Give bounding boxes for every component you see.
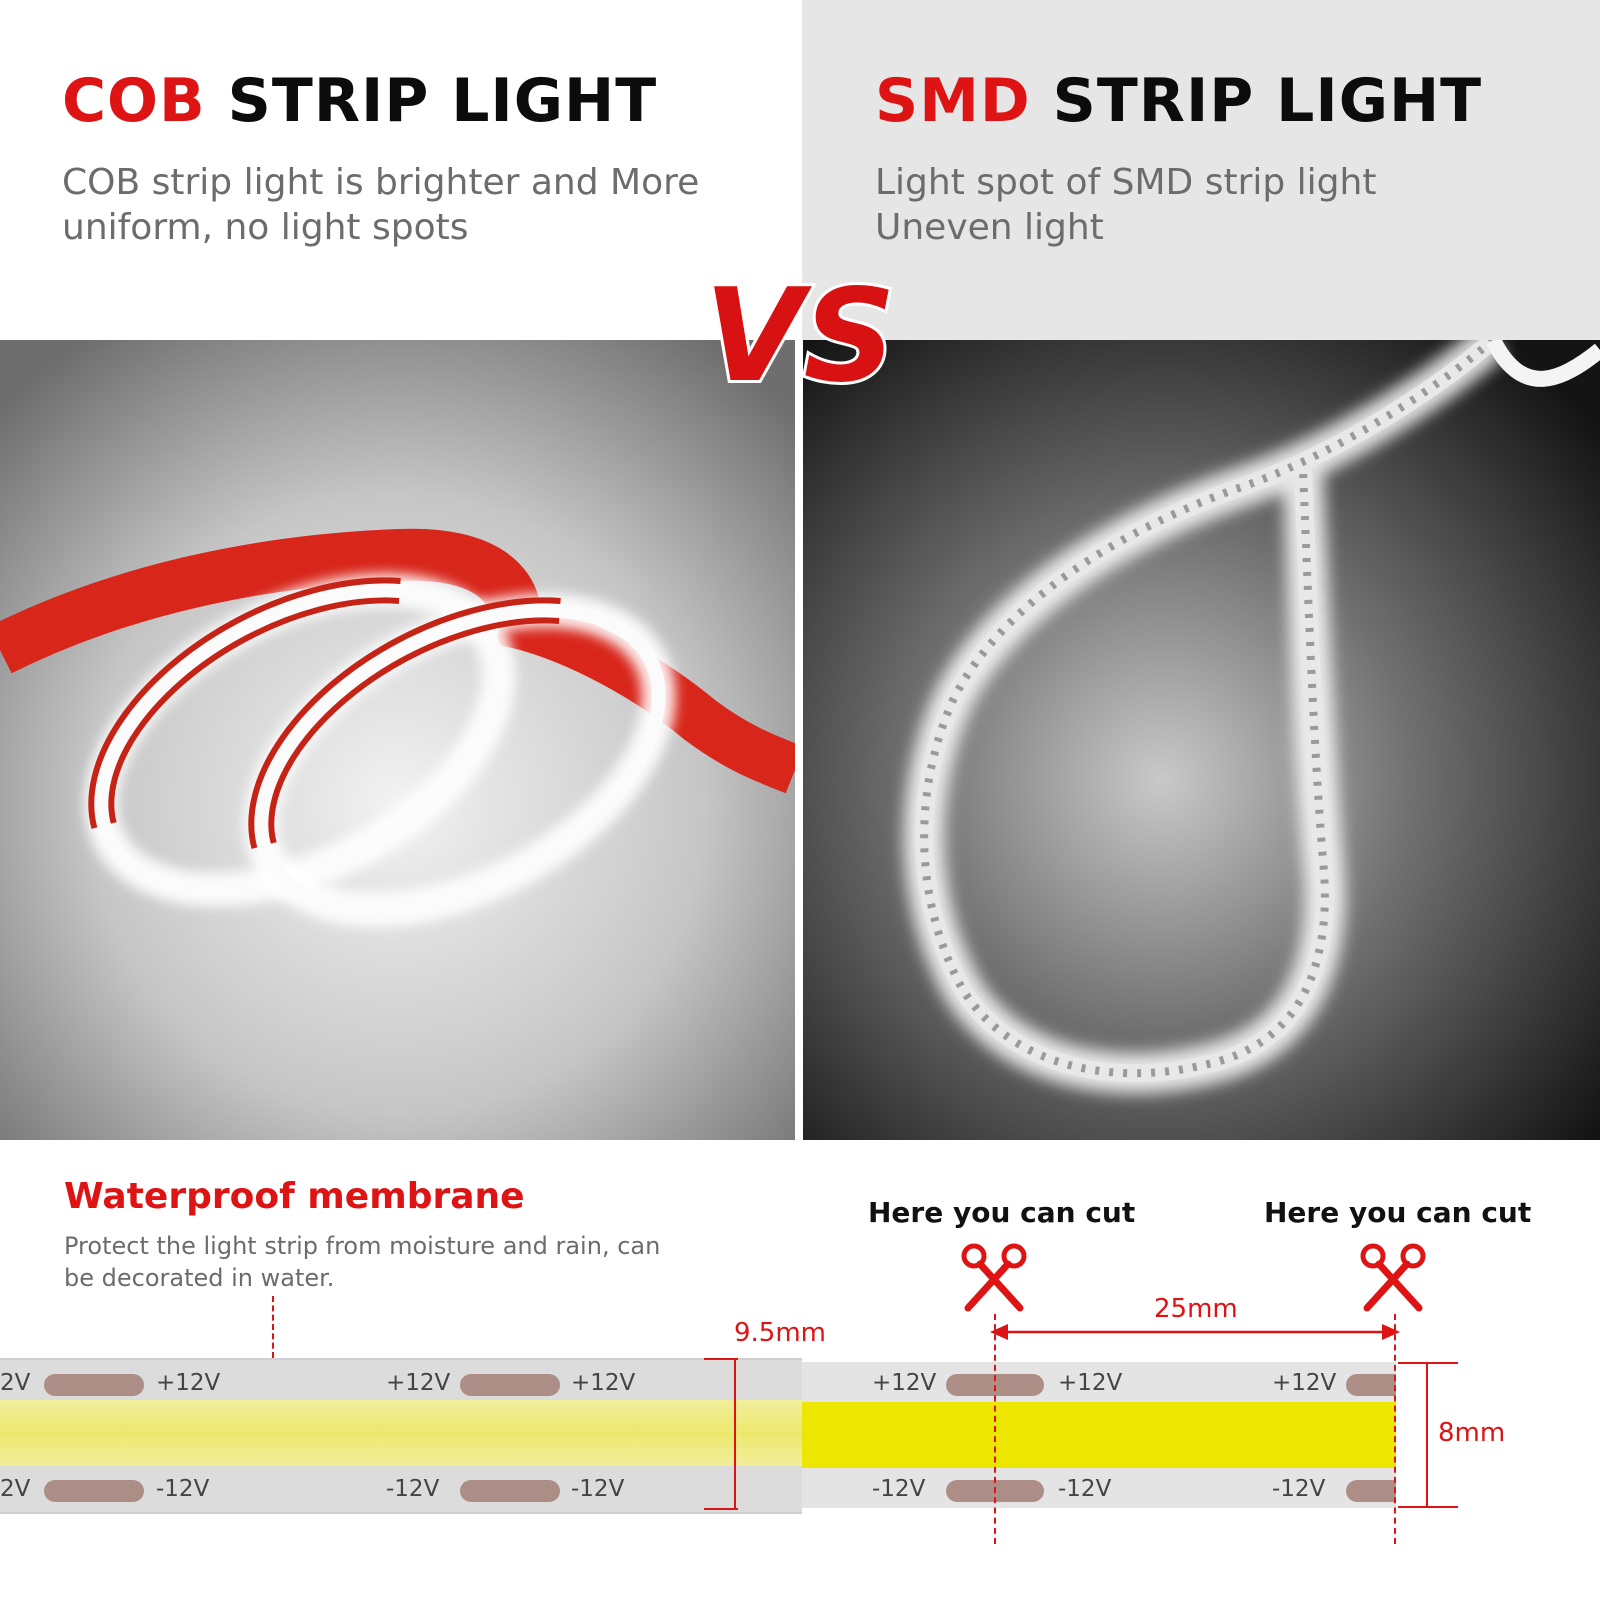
- voltage-label: -12V: [1058, 1476, 1112, 1502]
- voltage-label: +12V: [156, 1370, 221, 1396]
- vs-badge: VS: [701, 262, 898, 402]
- smd-width-tick-bottom: [1398, 1506, 1458, 1508]
- svg-text:VS: VS: [704, 262, 895, 402]
- solder-pad: [460, 1480, 560, 1502]
- solder-pad: [1346, 1374, 1396, 1396]
- solder-pad: [44, 1374, 144, 1396]
- smd-width-label: 8mm: [1438, 1418, 1506, 1448]
- voltage-label: +12V: [386, 1370, 451, 1396]
- voltage-label: +12V: [872, 1370, 937, 1396]
- voltage-label: -12V: [156, 1476, 210, 1502]
- voltage-label: 2V: [0, 1370, 31, 1396]
- waterproof-membrane-title: Waterproof membrane: [64, 1176, 525, 1217]
- voltage-label: -12V: [872, 1476, 926, 1502]
- membrane-pointer: [272, 1296, 274, 1358]
- cob-width-tick-bottom: [704, 1508, 738, 1510]
- smd-header-panel: [802, 0, 1600, 340]
- segment-length-label: 25mm: [1154, 1294, 1238, 1324]
- cut-line-1: [994, 1314, 996, 1544]
- smd-strip-photo: [803, 340, 1600, 1140]
- voltage-label: 2V: [0, 1476, 31, 1502]
- cob-width-line: [734, 1358, 736, 1510]
- cob-width-tick-top: [704, 1358, 738, 1360]
- segment-length-arrow: [990, 1324, 1400, 1340]
- solder-pad: [44, 1480, 144, 1502]
- solder-pad: [460, 1374, 560, 1396]
- cut-line-2: [1394, 1314, 1396, 1544]
- cut-label-2: Here you can cut: [1264, 1196, 1532, 1229]
- voltage-label: -12V: [386, 1476, 440, 1502]
- smd-subtitle: Light spot of SMD strip light Uneven lig…: [875, 162, 1377, 248]
- cob-strip-photo: [0, 340, 795, 1140]
- voltage-label: +12V: [571, 1370, 636, 1396]
- cob-led-band: [0, 1400, 802, 1466]
- voltage-label: -12V: [1272, 1476, 1326, 1502]
- smd-title: SMD STRIP LIGHT: [875, 66, 1483, 136]
- solder-pad: [1346, 1480, 1396, 1502]
- cut-label-1: Here you can cut: [868, 1196, 1136, 1229]
- smd-led-band: [802, 1402, 1396, 1468]
- waterproof-membrane-desc: Protect the light strip from moisture an…: [64, 1232, 661, 1292]
- cob-subtitle: COB strip light is brighter and More uni…: [62, 162, 700, 248]
- cob-width-label: 9.5mm: [734, 1318, 827, 1348]
- voltage-label: +12V: [1058, 1370, 1123, 1396]
- voltage-label: +12V: [1272, 1370, 1337, 1396]
- smd-width-tick-top: [1398, 1362, 1458, 1364]
- smd-width-line: [1426, 1362, 1428, 1508]
- scissors-icon: [1360, 1243, 1426, 1312]
- scissors-icon: [961, 1243, 1027, 1312]
- voltage-label: -12V: [571, 1476, 625, 1502]
- cob-title: COB STRIP LIGHT: [62, 66, 658, 136]
